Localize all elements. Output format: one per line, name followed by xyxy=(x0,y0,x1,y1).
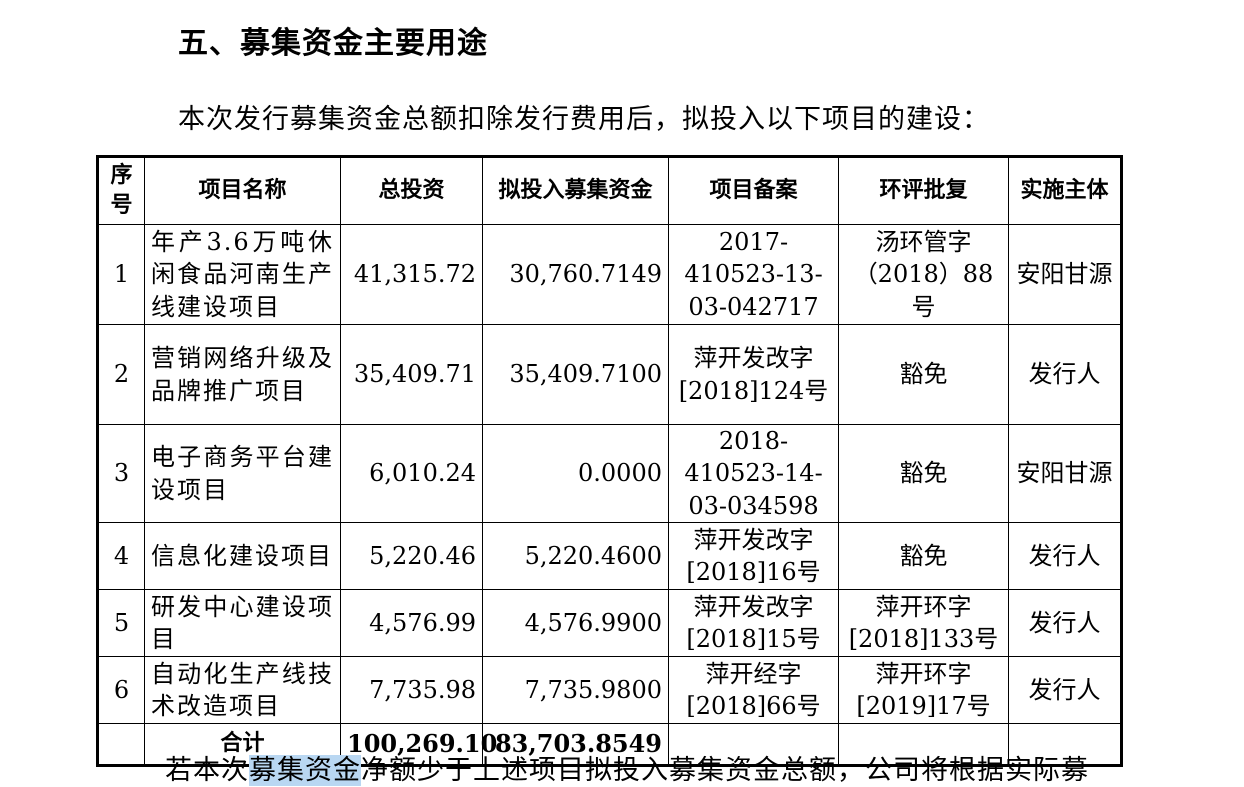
table-row: 3 电子商务平台建设项目 6,010.24 0.0000 2018-410523… xyxy=(97,423,1122,524)
project-name: 电子商务平台建设项目 xyxy=(144,423,341,524)
total-investment: 5,220.46 xyxy=(340,522,483,591)
row-index: 4 xyxy=(97,522,145,591)
implementing-entity: 安阳甘源 xyxy=(1008,423,1122,524)
row-index: 3 xyxy=(97,423,145,524)
total-empty-cell xyxy=(838,723,1009,767)
header-index: 序号 xyxy=(97,156,145,225)
row-index: 1 xyxy=(97,224,145,325)
total-investment: 4,576.99 xyxy=(340,589,483,658)
planned-funds: 4,576.9900 xyxy=(482,589,669,658)
eia-approval: 豁免 xyxy=(838,324,1009,425)
eia-approval: 萍开环字[2019]17号 xyxy=(838,656,1009,725)
intro-paragraph: 本次发行募集资金总额扣除发行费用后，拟投入以下项目的建设： xyxy=(178,104,990,135)
total-investment-sum: 100,269.10 xyxy=(340,723,497,767)
eia-approval: 萍开环字[2018]133号 xyxy=(838,589,1009,658)
header-implementing-entity: 实施主体 xyxy=(1008,156,1122,225)
total-investment: 6,010.24 xyxy=(340,423,483,524)
implementing-entity: 发行人 xyxy=(1008,522,1122,591)
eia-approval: 豁免 xyxy=(838,522,1009,591)
footer-paragraph: 若本次募集资金净额少于上述项目拟投入募集资金总额，公司将根据实际募 xyxy=(165,748,1089,787)
table-row: 2 营销网络升级及品牌推广项目 35,409.71 35,409.7100 萍开… xyxy=(97,324,1122,425)
table-total-row: 合计 100,269.10 83,703.8549 xyxy=(97,723,1122,767)
project-filing: 萍开发改字[2018]16号 xyxy=(668,522,839,591)
project-name: 自动化生产线技术改造项目 xyxy=(144,656,341,725)
implementing-entity: 发行人 xyxy=(1008,324,1122,425)
project-name: 营销网络升级及品牌推广项目 xyxy=(144,324,341,425)
planned-funds: 0.0000 xyxy=(482,423,669,524)
fund-usage-table: 序号 项目名称 总投资 拟投入募集资金 项目备案 环评批复 实施主体 1 年产3… xyxy=(96,155,1123,768)
table-row: 6 自动化生产线技术改造项目 7,735.98 7,735.9800 萍开经字[… xyxy=(97,656,1122,725)
eia-approval: 汤环管字（2018）88号 xyxy=(838,224,1009,325)
planned-funds: 30,760.7149 xyxy=(482,224,669,325)
total-investment: 41,315.72 xyxy=(340,224,483,325)
project-filing: 萍开经字[2018]66号 xyxy=(668,656,839,725)
highlighted-text[interactable]: 募集资金 xyxy=(249,755,361,786)
footer-text-start: 若本次 xyxy=(165,755,249,786)
total-empty-cell xyxy=(668,723,839,767)
total-investment: 7,735.98 xyxy=(340,656,483,725)
table-row: 5 研发中心建设项目 4,576.99 4,576.9900 萍开发改字[201… xyxy=(97,589,1122,658)
header-total-investment: 总投资 xyxy=(340,156,483,225)
header-planned-funds: 拟投入募集资金 xyxy=(482,156,669,225)
table-header-row: 序号 项目名称 总投资 拟投入募集资金 项目备案 环评批复 实施主体 xyxy=(97,156,1122,225)
row-index: 6 xyxy=(97,656,145,725)
project-filing: 2018-410523-14-03-034598 xyxy=(668,423,839,524)
planned-funds-sum: 83,703.8549 xyxy=(482,723,669,767)
project-filing: 2017-410523-13-03-042717 xyxy=(668,224,839,325)
total-investment: 35,409.71 xyxy=(340,324,483,425)
project-filing: 萍开发改字[2018]124号 xyxy=(668,324,839,425)
header-project-name: 项目名称 xyxy=(144,156,341,225)
table-row: 4 信息化建设项目 5,220.46 5,220.4600 萍开发改字[2018… xyxy=(97,522,1122,591)
implementing-entity: 安阳甘源 xyxy=(1008,224,1122,325)
project-name: 年产3.6万吨休闲食品河南生产线建设项目 xyxy=(144,224,341,325)
footer-text-end: 净额少于上述项目拟投入募集资金总额，公司将根据实际募 xyxy=(361,755,1089,786)
project-filing: 萍开发改字[2018]15号 xyxy=(668,589,839,658)
total-empty-cell xyxy=(1008,723,1122,767)
header-eia-approval: 环评批复 xyxy=(838,156,1009,225)
project-name: 研发中心建设项目 xyxy=(144,589,341,658)
implementing-entity: 发行人 xyxy=(1008,656,1122,725)
total-empty-cell xyxy=(97,723,145,767)
eia-approval: 豁免 xyxy=(838,423,1009,524)
implementing-entity: 发行人 xyxy=(1008,589,1122,658)
table-row: 1 年产3.6万吨休闲食品河南生产线建设项目 41,315.72 30,760.… xyxy=(97,224,1122,325)
project-name: 信息化建设项目 xyxy=(144,522,341,591)
header-project-filing: 项目备案 xyxy=(668,156,839,225)
section-heading: 五、募集资金主要用途 xyxy=(178,26,488,61)
planned-funds: 5,220.4600 xyxy=(482,522,669,591)
planned-funds: 35,409.7100 xyxy=(482,324,669,425)
planned-funds: 7,735.9800 xyxy=(482,656,669,725)
row-index: 2 xyxy=(97,324,145,425)
row-index: 5 xyxy=(97,589,145,658)
